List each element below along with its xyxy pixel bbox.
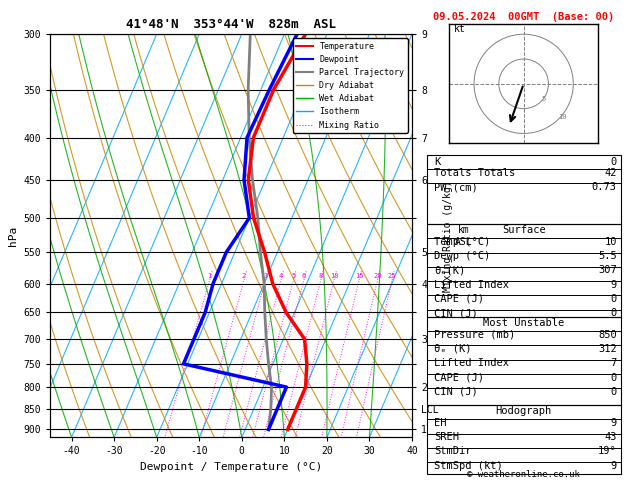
- Text: 1: 1: [208, 273, 211, 278]
- Text: 312: 312: [598, 344, 617, 354]
- Text: 0: 0: [611, 387, 617, 397]
- Text: 0: 0: [611, 157, 617, 167]
- Text: 5: 5: [291, 273, 296, 278]
- X-axis label: Dewpoint / Temperature (°C): Dewpoint / Temperature (°C): [140, 462, 322, 472]
- Text: K: K: [435, 157, 441, 167]
- Text: 0: 0: [611, 373, 617, 382]
- Text: Lifted Index: Lifted Index: [435, 358, 509, 368]
- Text: 42: 42: [604, 168, 617, 178]
- Text: kt: kt: [454, 24, 466, 34]
- Text: 307: 307: [598, 265, 617, 276]
- Text: CAPE (J): CAPE (J): [435, 294, 484, 304]
- Text: 10: 10: [330, 273, 338, 278]
- Text: Temp (°C): Temp (°C): [435, 237, 491, 247]
- Text: 43: 43: [604, 432, 617, 442]
- Y-axis label: hPa: hPa: [8, 226, 18, 246]
- Text: 9: 9: [611, 461, 617, 470]
- Text: 5.5: 5.5: [598, 251, 617, 261]
- Text: CIN (J): CIN (J): [435, 308, 478, 318]
- Text: EH: EH: [435, 418, 447, 428]
- Text: 9: 9: [611, 279, 617, 290]
- Text: SREH: SREH: [435, 432, 459, 442]
- Y-axis label: km
ASL: km ASL: [455, 225, 472, 246]
- Bar: [426, 317, 621, 405]
- Text: 2: 2: [242, 273, 246, 278]
- Text: Totals Totals: Totals Totals: [435, 168, 516, 178]
- Text: Surface: Surface: [502, 226, 545, 235]
- Bar: [426, 224, 621, 317]
- Text: θₑ(K): θₑ(K): [435, 265, 465, 276]
- Text: 10: 10: [559, 114, 567, 120]
- Text: CIN (J): CIN (J): [435, 387, 478, 397]
- Text: StmSpd (kt): StmSpd (kt): [435, 461, 503, 470]
- Text: 0.73: 0.73: [592, 182, 617, 192]
- Text: Hodograph: Hodograph: [496, 406, 552, 417]
- Text: Mixing Ratio (g/kg): Mixing Ratio (g/kg): [443, 180, 453, 292]
- Text: Most Unstable: Most Unstable: [483, 318, 564, 328]
- Text: 3: 3: [263, 273, 267, 278]
- Text: 0: 0: [611, 294, 617, 304]
- Text: 09.05.2024  00GMT  (Base: 00): 09.05.2024 00GMT (Base: 00): [433, 12, 615, 22]
- Text: StmDir: StmDir: [435, 446, 472, 456]
- Bar: [426, 405, 621, 474]
- Text: θₑ (K): θₑ (K): [435, 344, 472, 354]
- Text: 19°: 19°: [598, 446, 617, 456]
- Text: 5: 5: [541, 96, 545, 102]
- Text: 20: 20: [373, 273, 382, 278]
- Text: 7: 7: [611, 358, 617, 368]
- Text: 9: 9: [611, 418, 617, 428]
- Text: Lifted Index: Lifted Index: [435, 279, 509, 290]
- Text: PW (cm): PW (cm): [435, 182, 478, 192]
- Text: 6: 6: [302, 273, 306, 278]
- Text: Dewp (°C): Dewp (°C): [435, 251, 491, 261]
- Text: 8: 8: [318, 273, 323, 278]
- Text: 15: 15: [355, 273, 364, 278]
- Text: CAPE (J): CAPE (J): [435, 373, 484, 382]
- Text: 850: 850: [598, 330, 617, 340]
- Text: 10: 10: [604, 237, 617, 247]
- Text: © weatheronline.co.uk: © weatheronline.co.uk: [467, 470, 580, 479]
- Text: 25: 25: [387, 273, 396, 278]
- Text: 4: 4: [279, 273, 283, 278]
- Bar: [426, 155, 621, 224]
- Text: 0: 0: [611, 308, 617, 318]
- Text: Pressure (mb): Pressure (mb): [435, 330, 516, 340]
- Title: 41°48'N  353°44'W  828m  ASL: 41°48'N 353°44'W 828m ASL: [126, 18, 336, 32]
- Legend: Temperature, Dewpoint, Parcel Trajectory, Dry Adiabat, Wet Adiabat, Isotherm, Mi: Temperature, Dewpoint, Parcel Trajectory…: [293, 38, 408, 133]
